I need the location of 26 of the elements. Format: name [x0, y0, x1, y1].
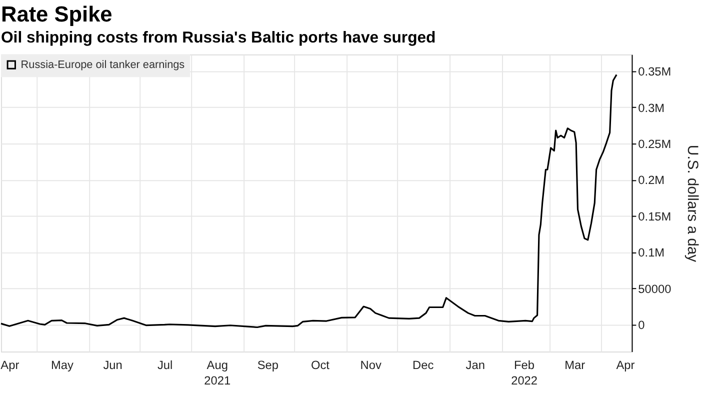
legend-label: Russia-Europe oil tanker earnings: [20, 58, 186, 71]
line-series: [0, 74, 618, 328]
y-tick-label: 0.35M: [638, 64, 672, 79]
y-tick-label: 0.15M: [638, 209, 672, 224]
y-tick-label: 0.25M: [638, 136, 672, 151]
x-tick-label: Nov: [360, 358, 382, 372]
x-tick-label: Oct: [310, 358, 330, 372]
y-tick-label: 0.2M: [638, 173, 665, 188]
x-tick-label: Sep: [257, 358, 279, 372]
x-tick-label: Jul: [157, 358, 173, 372]
x-tick-label: Mar: [564, 358, 586, 372]
y-tick-label: 0.1M: [638, 246, 665, 260]
x-tick-label: Apr: [0, 358, 20, 372]
x-tick-label: Jun: [103, 358, 122, 372]
chart-subtitle: Oil shipping costs from Russia's Baltic ports have surged: [0, 30, 436, 47]
x-tick-label: Feb 2022: [511, 358, 538, 388]
y-tick-label: 0: [638, 318, 646, 332]
y-tick-label: 0.3M: [638, 100, 665, 115]
y-axis-title: U.S. dollars a day: [684, 144, 700, 263]
x-tick-label: Aug 2021: [204, 358, 231, 388]
y-tick-label: 50000: [638, 282, 672, 296]
chart-title: Rate Spike: [0, 2, 112, 27]
x-tick-label: Dec: [412, 358, 434, 372]
x-tick-label: Jan: [466, 358, 485, 372]
x-tick-label: May: [50, 358, 74, 372]
x-tick-label: Apr: [616, 358, 635, 372]
